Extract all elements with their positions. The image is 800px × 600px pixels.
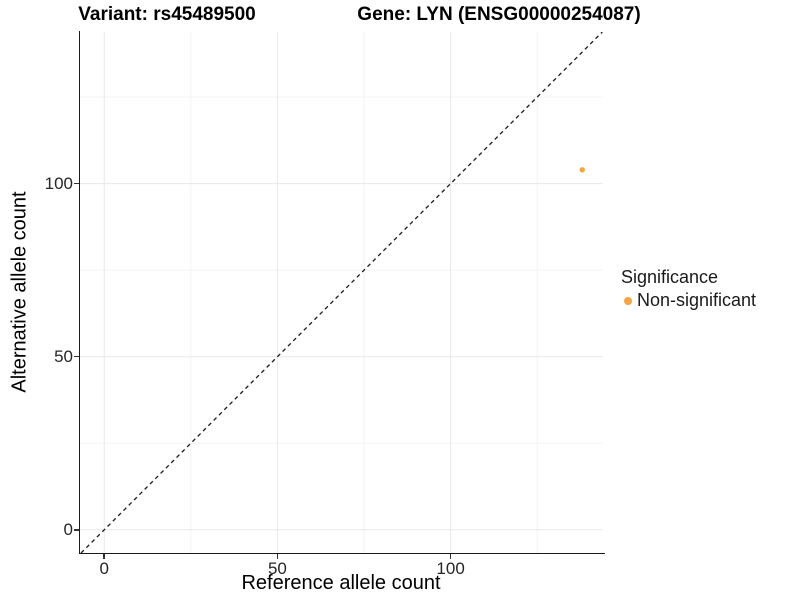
x-tick-mark bbox=[276, 554, 279, 559]
x-tick-mark bbox=[449, 554, 452, 559]
x-tick-label: 0 bbox=[99, 559, 109, 578]
x-axis-title: Reference allele count bbox=[241, 572, 441, 594]
data-point bbox=[579, 167, 585, 173]
gene-title: Gene: LYN (ENSG00000254087) bbox=[357, 4, 641, 25]
variant-title: Variant: rs45489500 bbox=[78, 4, 256, 25]
x-tick-mark bbox=[103, 554, 105, 559]
y-tick-label: 0 bbox=[63, 519, 73, 539]
identity-line bbox=[80, 32, 603, 553]
plot-panel bbox=[80, 32, 603, 553]
legend-point-icon bbox=[624, 296, 632, 305]
y-tick-label: 50 bbox=[54, 346, 73, 366]
legend: Significance Non-significant bbox=[621, 267, 756, 311]
legend-title: Significance bbox=[621, 267, 719, 287]
x-tick-label: 100 bbox=[436, 559, 465, 578]
legend-items: Non-significant bbox=[621, 290, 756, 311]
y-tick-mark bbox=[74, 529, 79, 531]
y-tick-mark bbox=[74, 182, 79, 185]
y-tick-mark bbox=[74, 355, 79, 358]
x-tick-label: 50 bbox=[267, 559, 287, 578]
legend-item: Non-significant bbox=[621, 290, 756, 311]
legend-item-label: Non-significant bbox=[637, 290, 757, 310]
x-axis-line bbox=[78, 552, 605, 555]
y-tick-label: 100 bbox=[44, 173, 73, 193]
y-axis-line bbox=[78, 31, 81, 554]
